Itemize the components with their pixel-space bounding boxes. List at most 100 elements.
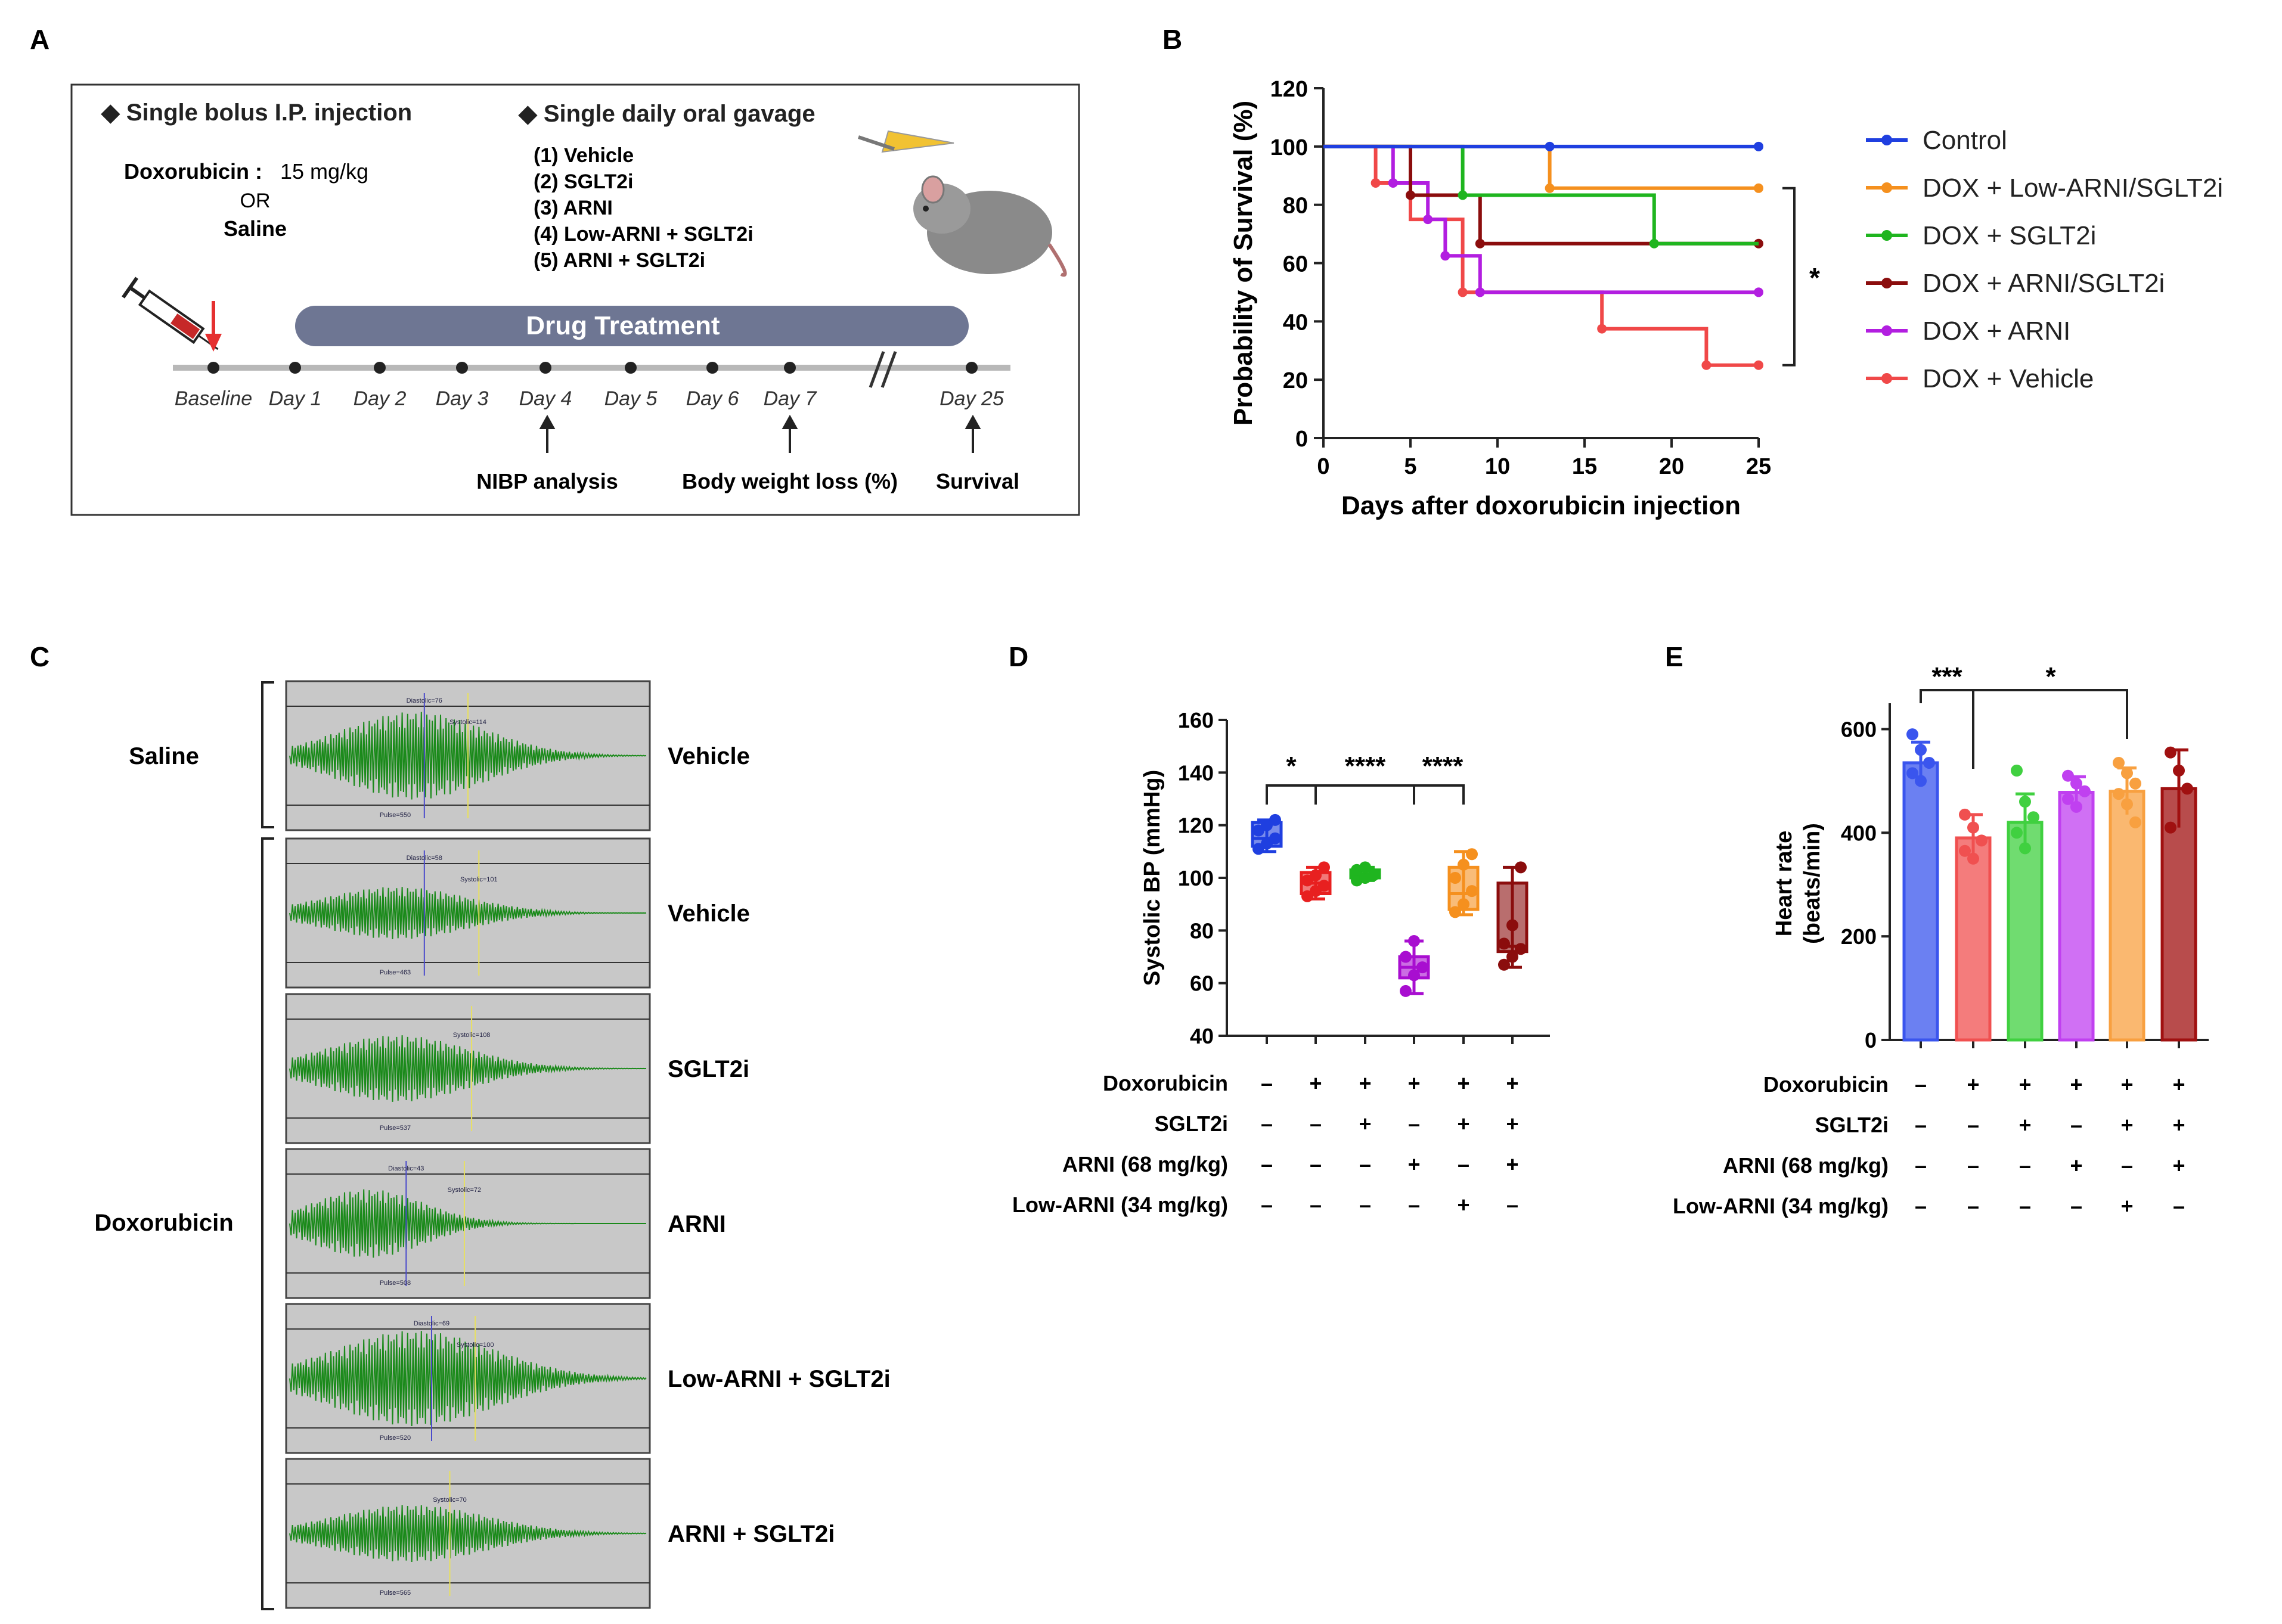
data-point bbox=[2121, 798, 2133, 811]
data-point bbox=[2165, 746, 2176, 759]
nibp-traces: Diastolic=76 Systolic=114 Pulse=550 Vehicle… bbox=[285, 680, 891, 1609]
design-row-label: Doxorubicin bbox=[1103, 1071, 1228, 1095]
drug-treatment-bar bbox=[295, 306, 969, 346]
design-row-label: Doxorubicin bbox=[1763, 1072, 1889, 1097]
censor-mark bbox=[1754, 360, 1763, 370]
box-group bbox=[1398, 935, 1430, 997]
censor-mark bbox=[1754, 141, 1763, 151]
y-tick-label: 40 bbox=[1190, 1024, 1214, 1048]
systolic-readout: Systolic=108 bbox=[453, 1032, 491, 1039]
design-mark: + bbox=[2172, 1113, 2185, 1137]
data-point bbox=[2011, 827, 2023, 839]
y-tick-label: 120 bbox=[1178, 813, 1214, 838]
treatment-item: (5) ARNI + SGLT2i bbox=[534, 249, 705, 272]
series-line bbox=[1323, 144, 1759, 367]
censor-mark bbox=[1545, 183, 1555, 193]
design-mark: – bbox=[1261, 1193, 1273, 1217]
systolic-readout: Systolic=70 bbox=[433, 1496, 467, 1504]
pulse-readout: Pulse=550 bbox=[380, 812, 411, 819]
significance-label: *** bbox=[1931, 662, 1962, 691]
design-mark: – bbox=[1359, 1193, 1371, 1217]
design-mark: – bbox=[2019, 1153, 2031, 1178]
censor-mark bbox=[1597, 324, 1607, 334]
design-mark: – bbox=[1967, 1194, 1979, 1218]
legend-marker bbox=[1881, 230, 1892, 241]
diastolic-readout: Diastolic=43 bbox=[388, 1165, 424, 1172]
design-row-label: Low-ARNI (34 mg/kg) bbox=[1012, 1193, 1228, 1217]
timeline-day-label: Day 4 bbox=[519, 387, 572, 410]
ip-heading: ◆ Single bolus I.P. injection bbox=[101, 100, 412, 126]
bar-group bbox=[2109, 756, 2145, 1042]
drug-treatment-label: Drug Treatment bbox=[526, 311, 720, 340]
design-row-label: SGLT2i bbox=[1155, 1111, 1228, 1136]
panel-c: C Saline Doxorubicin Diastolic=76 Systoli… bbox=[30, 641, 891, 1610]
timeline-dot bbox=[207, 362, 219, 374]
y-tick-label: 100 bbox=[1178, 866, 1214, 890]
panel-letter-a: A bbox=[30, 24, 49, 55]
protocol-box bbox=[70, 83, 1080, 516]
nibp-trace: Diastolic=69 Systolic=100 Pulse=520 Low-ARN… bbox=[285, 1303, 891, 1454]
censor-mark bbox=[1475, 287, 1485, 297]
trace-waveform bbox=[289, 887, 647, 939]
legend-entry: DOX + ARNI/SGLT2i bbox=[1923, 269, 2165, 298]
legend-entry: DOX + SGLT2i bbox=[1923, 221, 2096, 250]
group-label-saline: Saline bbox=[129, 743, 199, 769]
nibp-trace: Systolic=108 Pulse=537 SGLT2i bbox=[285, 993, 749, 1144]
y-tick-label: 160 bbox=[1178, 708, 1214, 732]
x-tick-label: 20 bbox=[1659, 454, 1684, 479]
censor-mark bbox=[1649, 238, 1659, 249]
panel-letter-c: C bbox=[30, 641, 49, 672]
treatment-list: (1) Vehicle (2) SGLT2i (3) ARNI (4) Low-ARN… bbox=[534, 144, 754, 272]
design-mark: + bbox=[2120, 1194, 2133, 1218]
data-point bbox=[1506, 919, 1518, 931]
design-mark: + bbox=[1309, 1071, 1322, 1095]
censor-mark bbox=[1388, 178, 1398, 188]
data-point bbox=[1466, 848, 1478, 861]
data-point bbox=[2062, 793, 2074, 805]
y-tick-label: 120 bbox=[1270, 77, 1308, 102]
x-axis-label: Days after doxorubicin injection bbox=[1341, 491, 1741, 520]
y-tick-label: 80 bbox=[1190, 918, 1214, 943]
box-group bbox=[1300, 861, 1332, 902]
diastolic-readout: Diastolic=58 bbox=[407, 855, 442, 862]
y-axis-label: Probability of Survival (%) bbox=[1229, 101, 1258, 426]
data-point bbox=[2070, 777, 2082, 790]
panel-letter-d: D bbox=[1009, 641, 1028, 672]
data-point bbox=[2113, 756, 2125, 769]
data-point bbox=[1959, 808, 1971, 821]
data-point bbox=[1269, 813, 1281, 826]
design-mark: – bbox=[2019, 1194, 2031, 1218]
mouse-icon bbox=[858, 130, 1067, 277]
trace-label: Low-ARNI + SGLT2i bbox=[668, 1366, 891, 1392]
series-line bbox=[1323, 144, 1759, 294]
bar-group bbox=[2007, 765, 2044, 1042]
censor-mark bbox=[1371, 178, 1381, 188]
y-tick-label: 0 bbox=[1865, 1028, 1877, 1052]
timeline-day-label: Day 7 bbox=[764, 387, 817, 410]
design-mark: + bbox=[1359, 1071, 1371, 1095]
y-axis-label: Heart rate bbox=[1772, 831, 1797, 936]
design-mark: + bbox=[2120, 1113, 2133, 1137]
censor-mark bbox=[1754, 183, 1763, 193]
design-mark: + bbox=[1457, 1111, 1469, 1136]
annotation-nibp: NIBP analysis bbox=[476, 469, 618, 493]
survival-significance: * bbox=[1809, 262, 1820, 293]
design-mark: + bbox=[1506, 1152, 1518, 1176]
legend-entry: DOX + Low-ARNI/SGLT2i bbox=[1923, 173, 2223, 203]
pulse-readout: Pulse=463 bbox=[380, 969, 411, 976]
data-point bbox=[1449, 872, 1461, 884]
data-point bbox=[1269, 832, 1281, 844]
bar bbox=[1902, 761, 1939, 1042]
timeline-dot bbox=[540, 362, 551, 374]
diastolic-readout: Diastolic=69 bbox=[414, 1320, 449, 1327]
bar-group bbox=[1955, 808, 1992, 1042]
data-point bbox=[2113, 788, 2125, 800]
bracket-doxorubicin bbox=[261, 837, 274, 1610]
design-mark: – bbox=[1310, 1111, 1322, 1136]
data-point bbox=[1915, 744, 1927, 756]
data-point bbox=[1359, 861, 1371, 874]
significance-bracket bbox=[1266, 784, 1317, 805]
design-mark: – bbox=[2121, 1153, 2133, 1178]
legend-marker bbox=[1881, 182, 1892, 193]
